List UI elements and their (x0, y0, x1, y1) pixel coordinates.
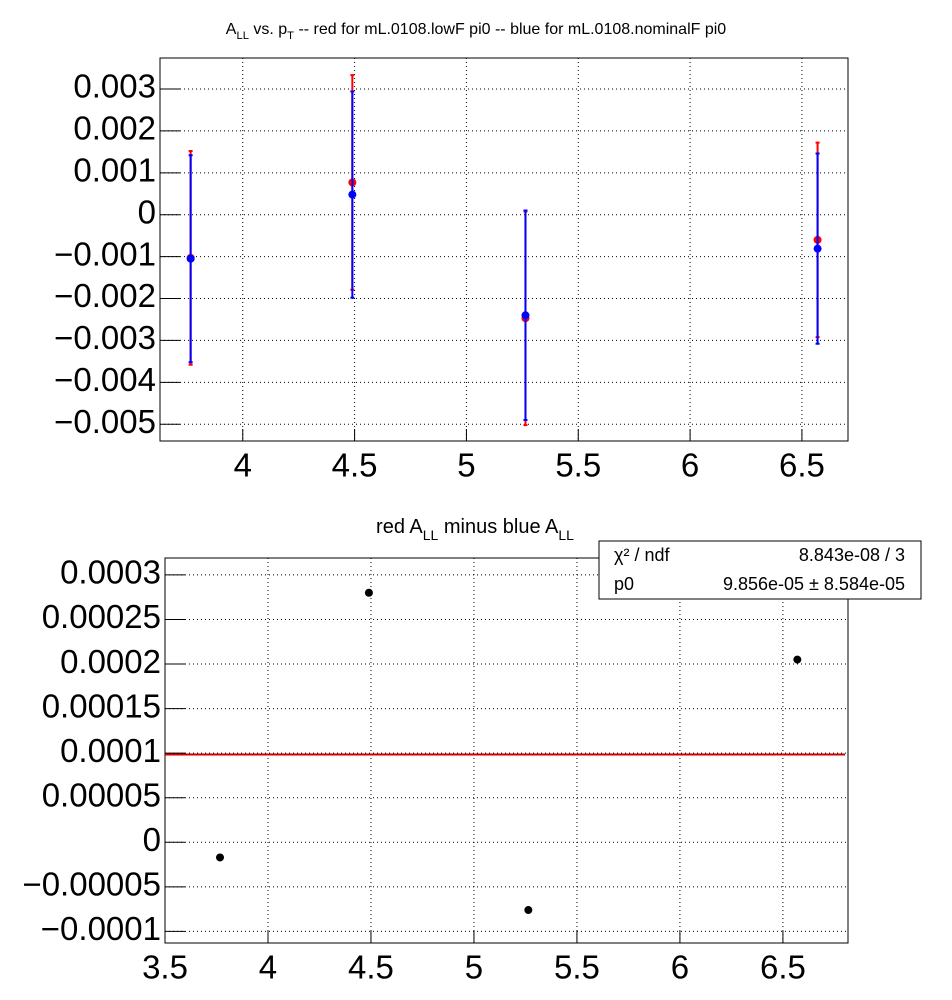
x-tick-label: 5 (457, 447, 475, 484)
data-point (364, 588, 373, 597)
title-part: A (226, 21, 237, 38)
title-part: LL (236, 30, 248, 42)
x-tick-label: 4.5 (348, 949, 394, 986)
y-tick-label: 0.00015 (42, 687, 161, 724)
x-tick-label: 3.5 (142, 949, 188, 986)
title-part: LL (423, 527, 439, 543)
x-tick-label: 4.5 (332, 447, 378, 484)
stats-label: p0 (614, 574, 634, 594)
x-tick-label: 6.5 (760, 949, 806, 986)
y-tick-label: −0.0001 (41, 910, 161, 947)
chart-title: ALL vs. pT -- red for mL.0108.lowF pi0 -… (226, 21, 727, 42)
chart-title: red ALL minus blue ALL (376, 516, 574, 542)
y-tick-label: −0.002 (54, 277, 156, 314)
y-tick-label: 0.00005 (42, 776, 161, 813)
title-part: T (287, 30, 294, 42)
y-tick-label: 0.0001 (60, 732, 161, 769)
data-point (813, 244, 822, 253)
data-point (521, 311, 530, 320)
x-tick-label: 4 (234, 447, 252, 484)
y-tick-label: 0.003 (73, 68, 156, 105)
title-part: red A (376, 516, 423, 538)
x-tick-label: 6.5 (779, 447, 825, 484)
stats-value: 9.856e-05 ± 8.584e-05 (723, 574, 905, 594)
y-tick-label: 0.0003 (60, 554, 161, 591)
plot-frame (159, 57, 849, 442)
x-tick-label: 5.5 (554, 949, 600, 986)
data-point (348, 190, 357, 199)
y-tick-label: 0.00025 (42, 598, 161, 635)
y-tick-label: −0.001 (54, 235, 156, 272)
x-tick-label: 5.5 (555, 447, 601, 484)
stats-box (598, 540, 922, 600)
data-point (186, 254, 195, 263)
y-tick-label: 0 (143, 821, 161, 858)
title-part: vs. p (249, 21, 287, 38)
stats-label: χ² / ndf (614, 545, 670, 565)
title-part: LL (558, 527, 574, 543)
y-tick-label: −0.003 (54, 319, 156, 356)
data-point (215, 853, 224, 862)
y-tick-label: −0.005 (54, 403, 156, 440)
data-point (524, 906, 533, 915)
y-tick-label: 0 (138, 193, 156, 230)
y-tick-label: −0.004 (54, 361, 156, 398)
title-part: -- red for mL.0108.lowF pi0 -- blue for … (294, 21, 726, 38)
y-tick-label: 0.002 (73, 110, 156, 147)
y-tick-label: 0.001 (73, 152, 156, 189)
x-tick-label: 5 (465, 949, 483, 986)
x-tick-label: 6 (681, 447, 699, 484)
data-point (793, 655, 802, 664)
y-tick-label: −0.00005 (22, 866, 161, 903)
x-tick-label: 4 (259, 949, 277, 986)
y-tick-label: 0.0002 (60, 643, 161, 680)
plot-frame (164, 557, 849, 944)
stats-value: 8.843e-08 / 3 (799, 545, 905, 565)
x-tick-label: 6 (671, 949, 689, 986)
title-part: minus blue A (438, 516, 559, 538)
